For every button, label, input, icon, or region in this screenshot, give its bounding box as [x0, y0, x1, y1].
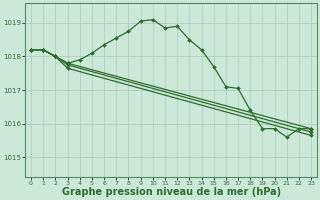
X-axis label: Graphe pression niveau de la mer (hPa): Graphe pression niveau de la mer (hPa): [61, 187, 281, 197]
